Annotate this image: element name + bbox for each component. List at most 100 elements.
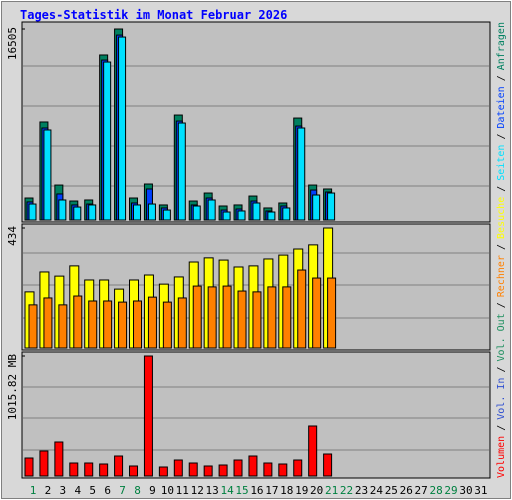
- plot-area: [21, 21, 491, 223]
- x-tick-label: 13: [206, 484, 219, 497]
- y-tick-label: 1015.82 MB: [6, 354, 19, 421]
- x-tick-label: 25: [385, 484, 398, 497]
- x-tick-label: 11: [176, 484, 189, 497]
- bar: [58, 199, 67, 221]
- bar: [207, 286, 217, 349]
- legend-separator: /: [496, 134, 507, 140]
- x-tick-label: 22: [340, 484, 353, 497]
- bar: [162, 209, 171, 221]
- bar: [252, 291, 262, 349]
- bar: [43, 297, 53, 349]
- legend-entry: Anfragen: [496, 22, 507, 70]
- bar: [312, 194, 321, 221]
- legend: Volumen / Vol. In / Vol. Out / Rechner / Besuche…: [496, 22, 507, 478]
- bar: [28, 304, 38, 349]
- bar: [133, 204, 142, 221]
- x-tick-label: 24: [370, 484, 384, 497]
- bar: [177, 122, 186, 221]
- bar: [192, 285, 202, 349]
- legend-separator: /: [496, 244, 507, 250]
- x-tick-label: 29: [444, 484, 457, 497]
- bar: [218, 464, 228, 477]
- bar: [237, 210, 246, 221]
- legend-entry: Rechner: [496, 255, 507, 297]
- legend-entry: Vol. Out: [496, 313, 507, 361]
- bar: [267, 286, 277, 349]
- x-tick-label: 12: [191, 484, 204, 497]
- y-tick-label: 434: [6, 226, 19, 246]
- bar: [203, 465, 213, 477]
- legend-separator: /: [496, 302, 507, 308]
- bar: [147, 296, 157, 349]
- x-tick-label: 7: [119, 484, 126, 497]
- x-tick-label: 31: [474, 484, 487, 497]
- bar: [84, 462, 94, 477]
- bar: [267, 211, 276, 221]
- bar: [297, 269, 307, 349]
- x-tick-label: 10: [161, 484, 174, 497]
- x-tick-label: 14: [220, 484, 234, 497]
- x-tick-label: 23: [355, 484, 368, 497]
- bar: [28, 203, 37, 221]
- x-tick-label: 26: [400, 484, 413, 497]
- bar: [162, 301, 172, 349]
- bar: [24, 457, 34, 477]
- bar: [173, 459, 183, 477]
- x-tick-label: 30: [459, 484, 472, 497]
- x-tick-label: 3: [60, 484, 67, 497]
- bar: [58, 304, 68, 349]
- bar: [233, 459, 243, 477]
- bar: [237, 290, 247, 349]
- bar: [158, 466, 168, 477]
- bar: [248, 455, 258, 477]
- x-tick-label: 1: [30, 484, 37, 497]
- bar: [207, 199, 216, 221]
- bar: [282, 286, 292, 349]
- bar: [327, 192, 336, 221]
- bar: [69, 462, 79, 477]
- bar: [39, 450, 49, 477]
- x-tick-label: 8: [134, 484, 141, 497]
- legend-entry: Besuche: [496, 197, 507, 239]
- legend-entry: Volumen: [496, 436, 507, 478]
- legend-separator: /: [496, 425, 507, 431]
- bar: [252, 202, 261, 221]
- bar: [118, 36, 127, 221]
- legend-entry: Seiten: [496, 145, 507, 181]
- bar: [147, 203, 156, 221]
- bar: [323, 453, 333, 477]
- bar: [312, 277, 322, 349]
- bar: [43, 129, 52, 221]
- x-tick-label: 18: [280, 484, 293, 497]
- x-tick-label: 6: [104, 484, 111, 497]
- bar: [103, 61, 112, 221]
- bar: [118, 301, 128, 349]
- legend-separator: /: [496, 186, 507, 192]
- bar: [282, 207, 291, 221]
- bar: [133, 300, 143, 349]
- legend-entry: Dateien: [496, 86, 507, 128]
- bar: [88, 300, 98, 349]
- bar: [143, 355, 153, 477]
- bar: [192, 205, 201, 221]
- bar: [177, 297, 187, 349]
- bar: [88, 204, 97, 221]
- bar: [222, 285, 232, 349]
- bar: [308, 425, 318, 477]
- x-tick-label: 16: [250, 484, 263, 497]
- legend-separator: /: [496, 75, 507, 81]
- bar: [278, 463, 288, 477]
- bar: [222, 211, 231, 221]
- bar: [73, 295, 83, 349]
- x-tick-label: 5: [89, 484, 96, 497]
- bar: [103, 300, 113, 349]
- x-tick-label: 2: [45, 484, 52, 497]
- bar: [114, 455, 124, 477]
- x-tick-label: 4: [74, 484, 81, 497]
- x-tick-label: 28: [429, 484, 442, 497]
- x-tick-label: 27: [415, 484, 428, 497]
- bar: [129, 465, 139, 477]
- x-tick-label: 9: [149, 484, 156, 497]
